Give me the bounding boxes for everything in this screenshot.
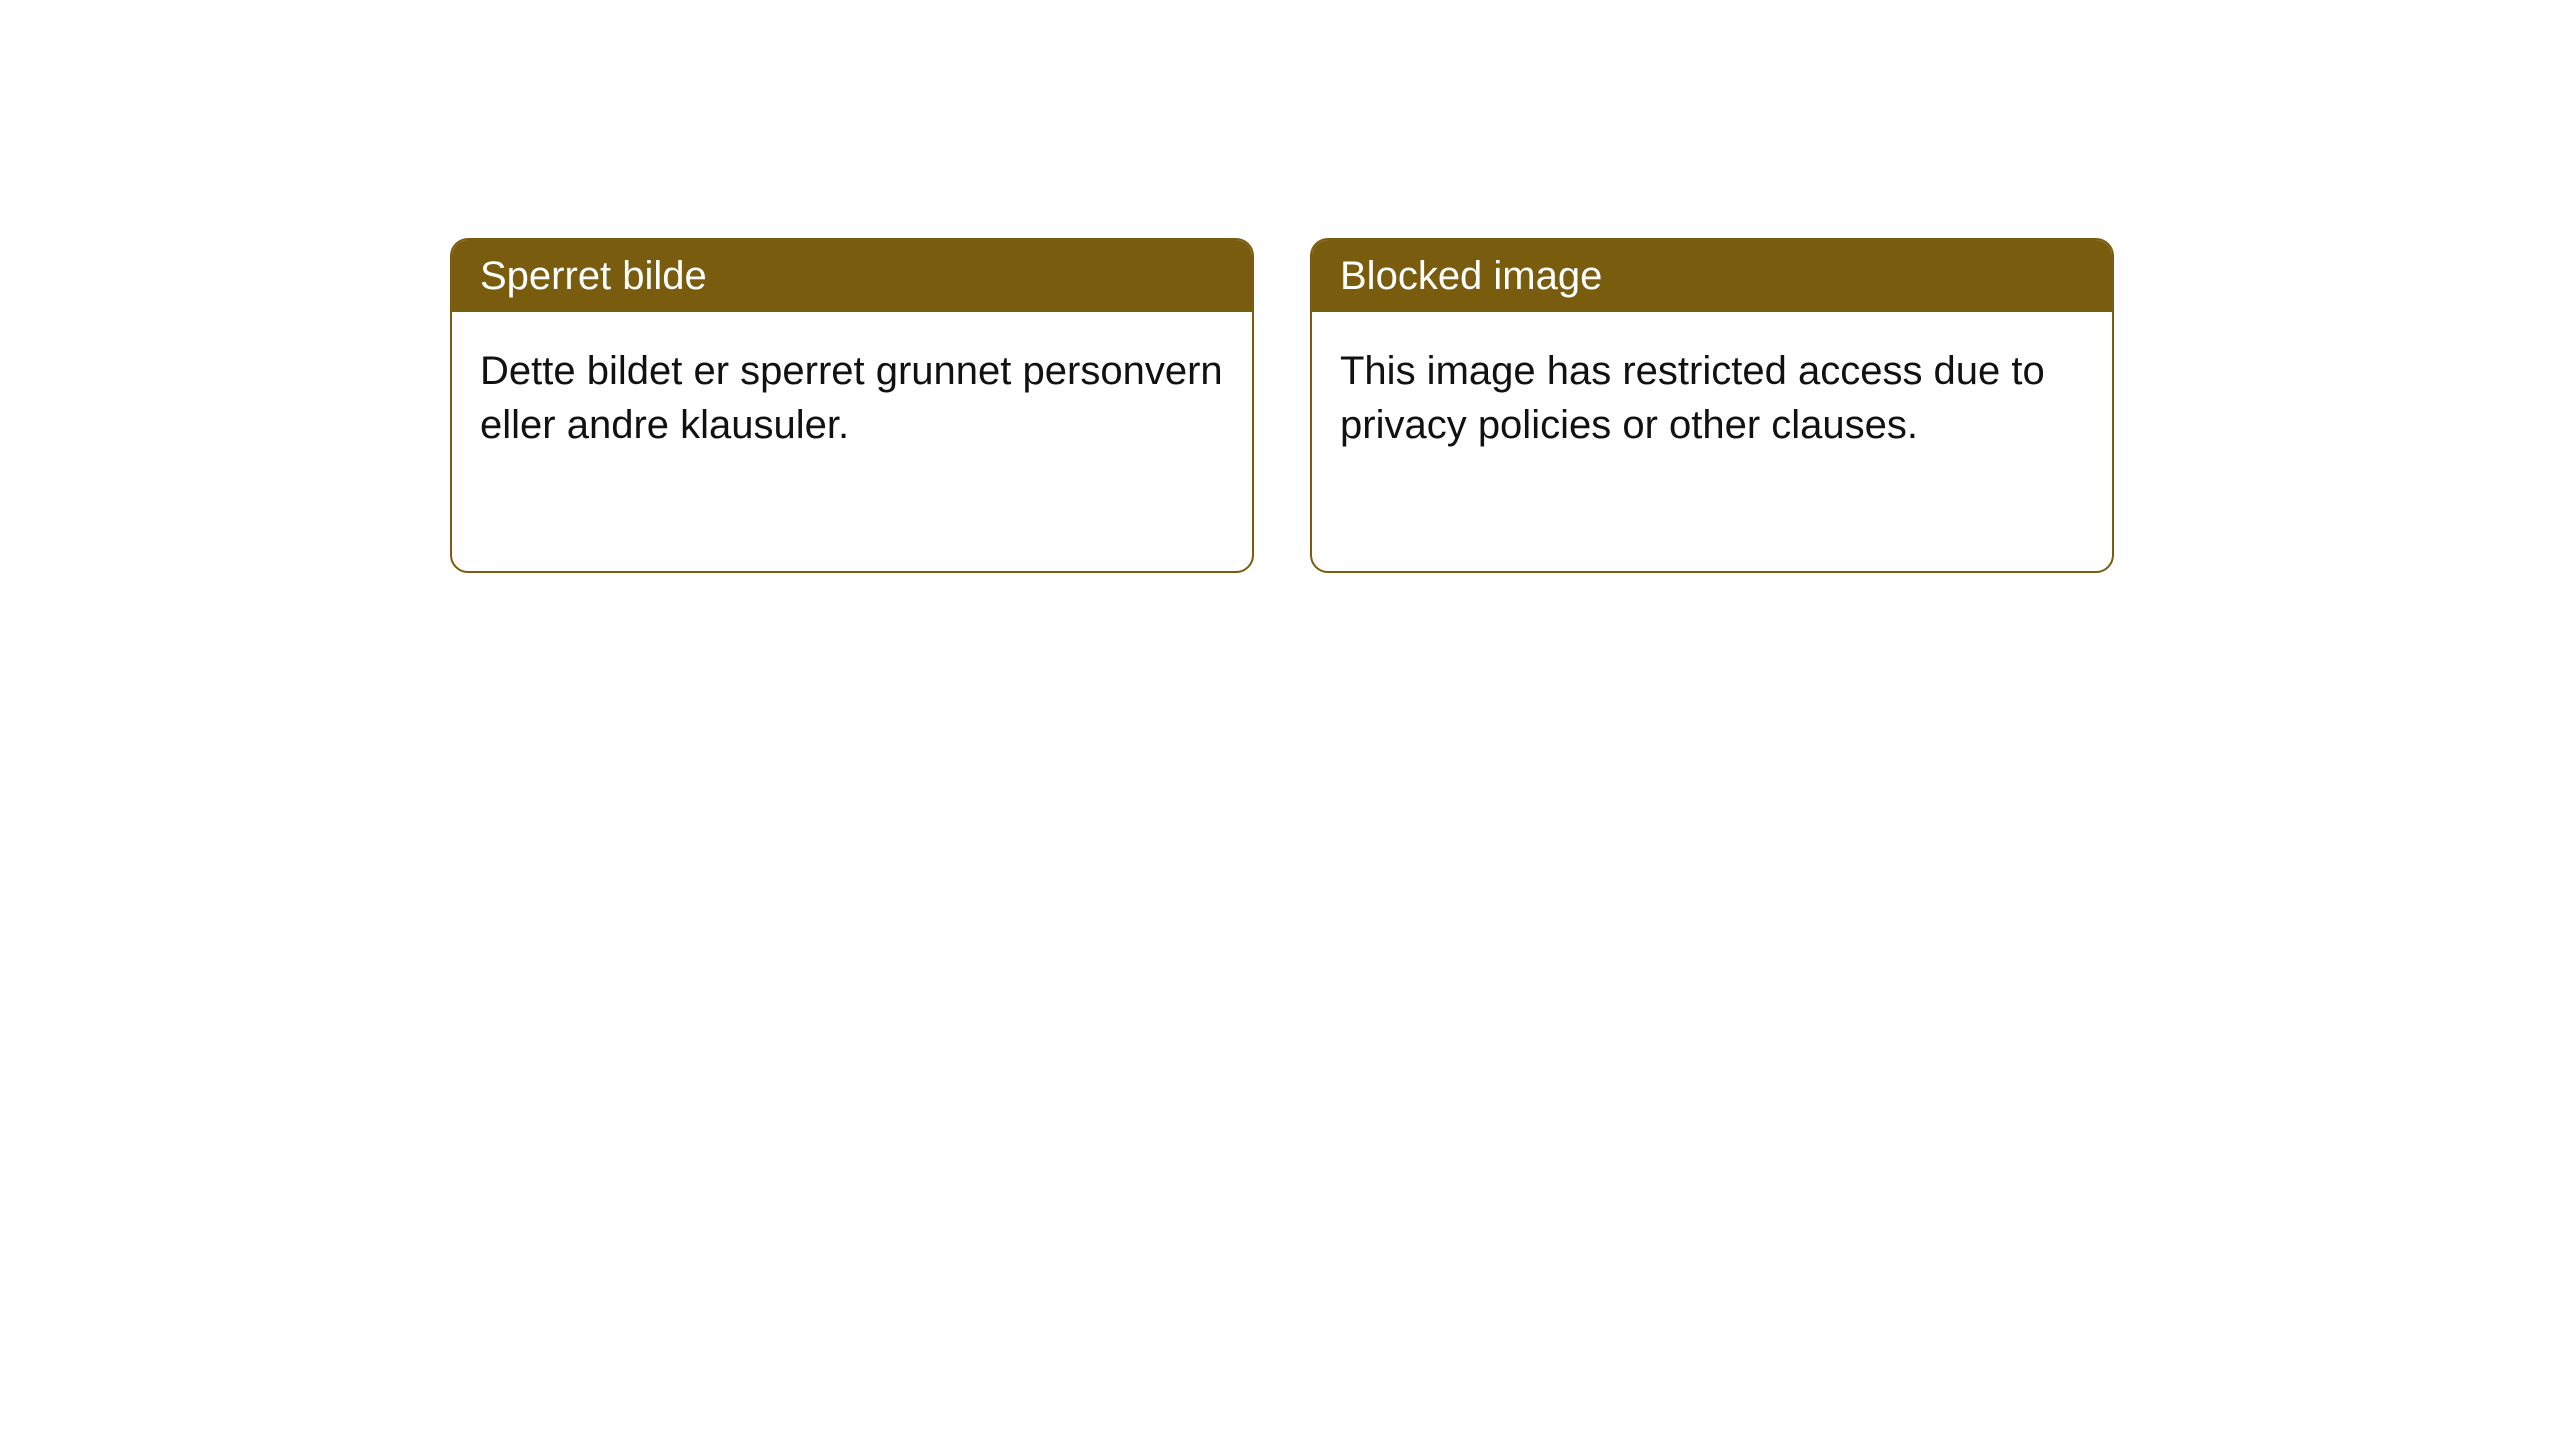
notice-title: Sperret bilde: [452, 240, 1252, 312]
notice-body: Dette bildet er sperret grunnet personve…: [452, 312, 1252, 484]
notice-container: Sperret bilde Dette bildet er sperret gr…: [450, 238, 2114, 573]
notice-card-norwegian: Sperret bilde Dette bildet er sperret gr…: [450, 238, 1254, 573]
notice-body: This image has restricted access due to …: [1312, 312, 2112, 484]
notice-title: Blocked image: [1312, 240, 2112, 312]
notice-card-english: Blocked image This image has restricted …: [1310, 238, 2114, 573]
